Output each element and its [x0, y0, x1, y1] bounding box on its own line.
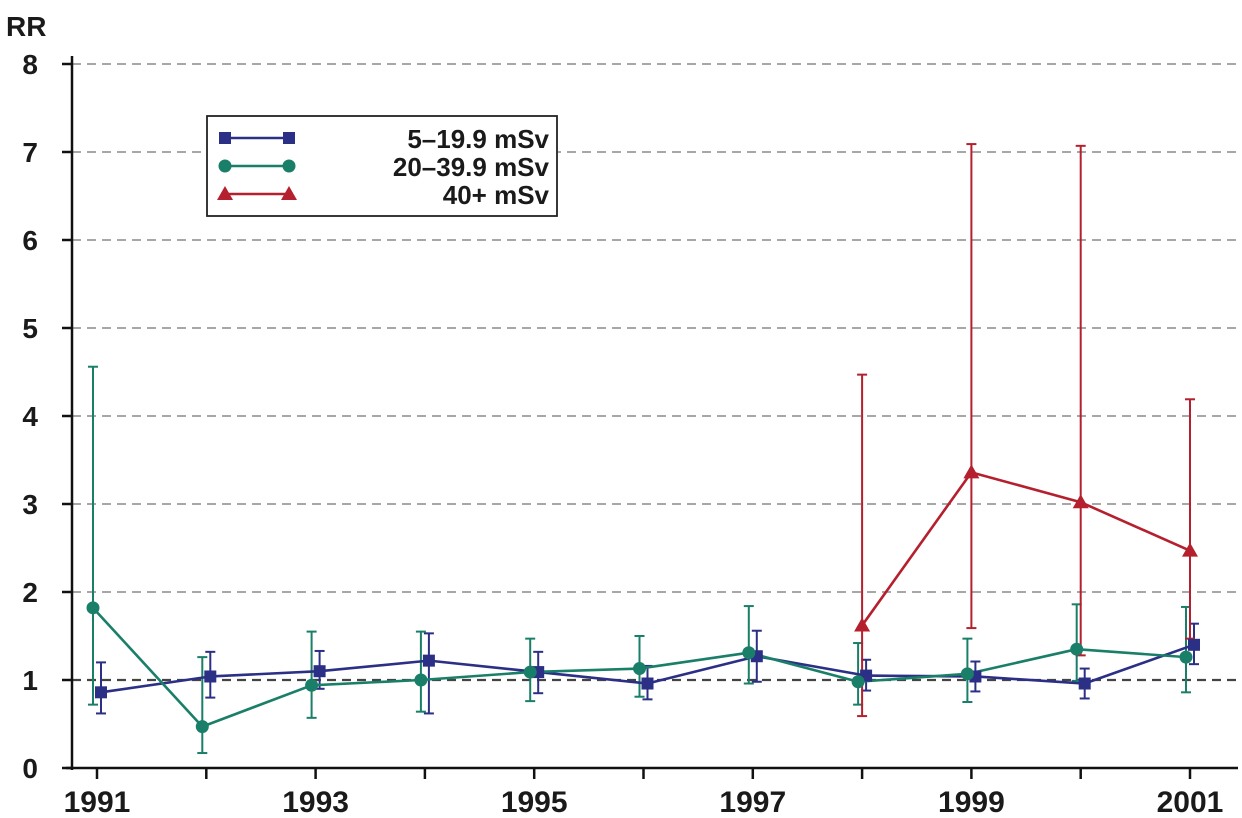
axes: 0 1 2 3 4 5 6 7 8 RR 1991 1993 1995 1997 1999 2001 [6, 11, 1238, 818]
data-point-circle [414, 673, 428, 687]
y-tick-label: 2 [22, 577, 38, 608]
data-point-square [641, 677, 654, 690]
y-axis-label: RR [6, 11, 46, 42]
data-point-triangle [854, 617, 871, 632]
legend-label: 40+ mSv [443, 180, 550, 210]
x-tick-label: 1999 [938, 786, 1005, 818]
x-tick-label: 2001 [1157, 786, 1224, 818]
data-point-circle [633, 662, 646, 676]
data-point-circle [86, 601, 100, 615]
data-point-triangle [1182, 542, 1198, 557]
y-tick-label: 7 [22, 137, 38, 168]
error-bars [88, 143, 1199, 755]
y-tick-label: 8 [22, 49, 38, 80]
legend-label: 20–39.9 mSv [393, 152, 550, 182]
data-point-circle [851, 675, 865, 689]
data-point-circle [1070, 642, 1084, 656]
legend-marker-end [281, 186, 297, 200]
data-point-square [1078, 677, 1091, 690]
y-tick-label: 3 [22, 489, 38, 520]
series-line-2 [861, 471, 1191, 627]
data-point-circle [1179, 650, 1193, 664]
x-tick-label: 1997 [719, 786, 786, 818]
y-tick-label: 4 [22, 401, 38, 432]
legend-label: 5–19.9 mSv [407, 124, 549, 154]
x-tick-label: 1991 [64, 786, 131, 818]
legend-marker-end [283, 132, 295, 144]
x-tick-label: 1995 [501, 786, 568, 818]
x-tick-label: 1993 [282, 786, 349, 818]
data-point-square [1188, 638, 1200, 651]
y-tick-label: 0 [22, 753, 38, 784]
data-point-square [313, 665, 326, 678]
data-point-circle [960, 667, 974, 681]
y-tick-label: 5 [22, 313, 38, 344]
data-point-circle [523, 665, 537, 679]
data-point-square [95, 686, 107, 699]
data-point-triangle [1072, 494, 1089, 509]
y-tick-label: 1 [22, 665, 38, 696]
data-point-triangle [963, 464, 980, 479]
legend-marker-start [217, 186, 233, 200]
legend-marker-start [218, 159, 232, 173]
data-point-square [204, 670, 217, 683]
data-point-circle [305, 678, 319, 692]
legend-marker-start [219, 132, 231, 144]
series-markers [86, 464, 1200, 734]
data-point-square [422, 654, 435, 667]
data-point-circle [195, 720, 209, 734]
data-point-circle [742, 646, 756, 660]
legend-marker-end [282, 159, 296, 173]
y-tick-label: 6 [22, 225, 38, 256]
